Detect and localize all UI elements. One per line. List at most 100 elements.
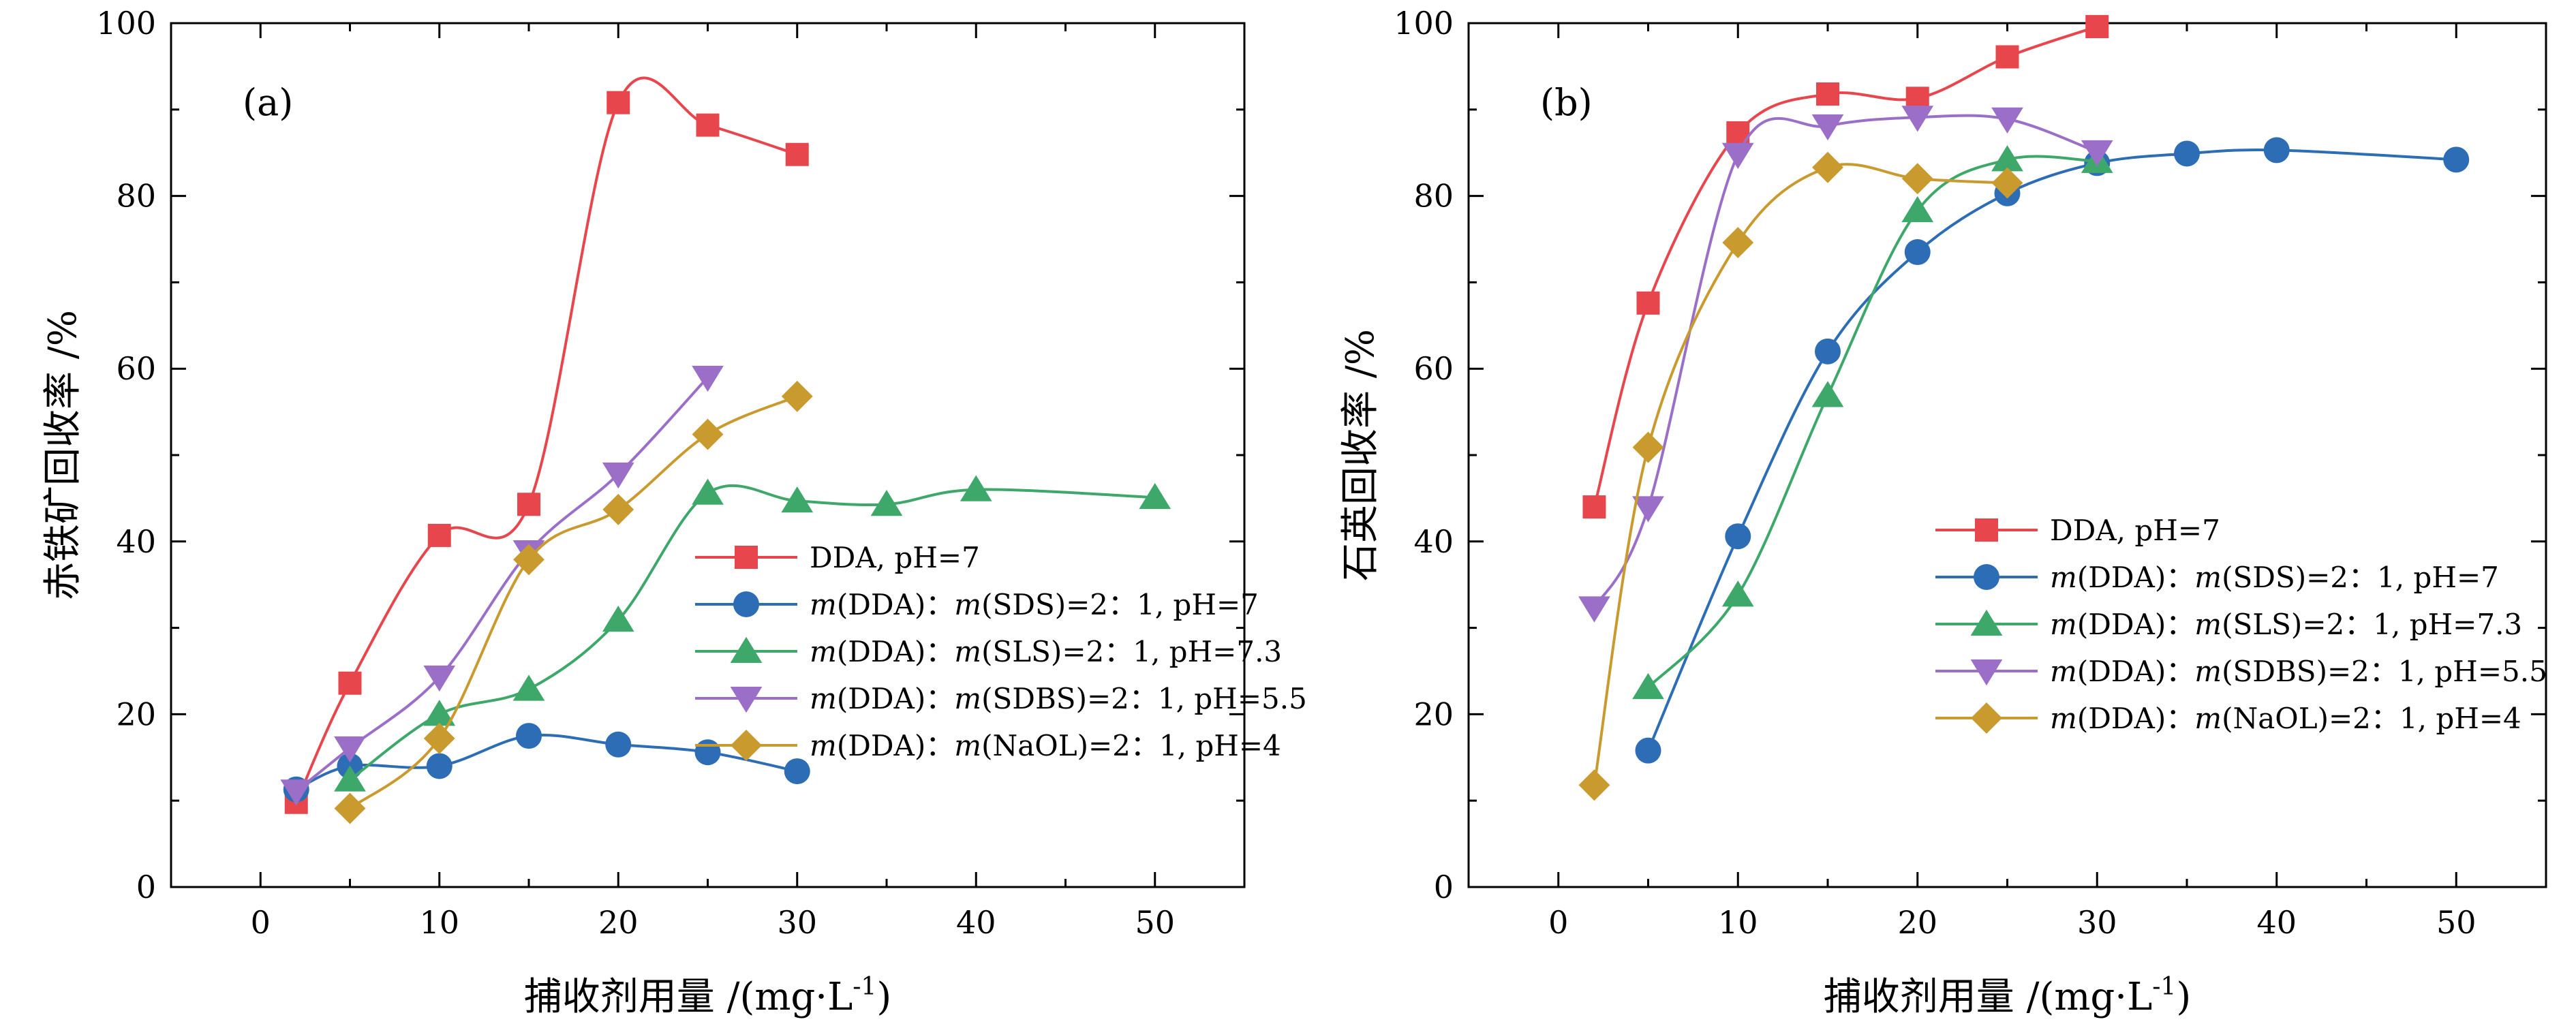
y-tick-label: 0: [136, 869, 156, 905]
series-line: [1593, 114, 2098, 609]
x-axis-label-superscript: -1: [2152, 973, 2176, 1001]
panel-label: (b): [1540, 81, 1593, 124]
data-point: [1901, 106, 1934, 132]
x-tick-label: 50: [2436, 904, 2477, 941]
data-point: [960, 475, 992, 501]
y-tick-label: 80: [1413, 178, 1454, 215]
chart-panel-1: 0 10 20 30 40 50 0 20 40 60 80 100 捕收剂用量 /(mg·L-1) 赤铁…: [41, 5, 1307, 1019]
data-point: [1636, 291, 1660, 315]
data-point: [1722, 227, 1754, 259]
data-point: [516, 723, 542, 749]
x-tick-label: 10: [1718, 904, 1758, 941]
data-point: [1632, 431, 1664, 463]
legend: DDA, pH=7 m(DDA)：m(SDS)=2：1, pH=7 m(DDA)：m…: [1935, 514, 2547, 735]
data-point: [1139, 482, 1171, 510]
data-point: [1721, 142, 1754, 169]
data-point: [1904, 239, 1931, 266]
data-point: [1901, 163, 1933, 195]
data-point: [423, 665, 456, 692]
data-point: [1812, 151, 1843, 183]
legend-label: m(DDA)：m(SLS)=2：1, pH=7.3: [810, 635, 1282, 668]
legend-marker: [733, 591, 759, 617]
series-4: [1578, 106, 2113, 623]
legend-entry: m(DDA)：m(NaOL)=2：1, pH=4: [695, 729, 1281, 762]
x-tick-label: 20: [1897, 904, 1937, 941]
data-point: [334, 792, 366, 824]
data-point: [423, 722, 455, 754]
data-point: [1582, 495, 1606, 519]
data-point: [2263, 137, 2290, 164]
legend-entry: m(DDA)：m(NaOL)=2：1, pH=4: [1935, 702, 2521, 735]
legend-marker: [731, 730, 762, 761]
data-point: [602, 462, 634, 489]
data-point: [427, 523, 451, 547]
x-tick-label: 40: [956, 904, 996, 941]
data-point: [423, 700, 456, 726]
data-point: [602, 493, 634, 525]
legend-entry: DDA, pH=7: [1935, 514, 2220, 547]
data-point: [517, 493, 540, 516]
legend-marker: [1974, 564, 1999, 590]
legend-label: m(DDA)：m(SDBS)=2：1, pH=5.5: [2050, 655, 2547, 688]
legend-entry: m(DDA)：m(SLS)=2：1, pH=7.3: [695, 635, 1282, 668]
x-tick-label: 30: [777, 904, 817, 941]
legend: DDA, pH=7 m(DDA)：m(SDS)=2：1, pH=7 m(DDA)：m…: [695, 541, 1307, 762]
y-tick-label: 80: [116, 178, 156, 215]
data-point: [334, 736, 366, 763]
y-axis-label: 石英回收率 /%: [1338, 329, 1383, 581]
data-point: [781, 380, 813, 412]
y-tick-label: 0: [1434, 869, 1454, 905]
legend-label: m(DDA)：m(SDBS)=2：1, pH=5.5: [810, 682, 1307, 715]
data-point: [2174, 140, 2200, 167]
x-axis-label-main: 捕收剂用量 /(mg·L: [524, 975, 853, 1019]
legend-label: m(DDA)：m(NaOL)=2：1, pH=4: [2050, 702, 2521, 735]
series-1: [1582, 15, 2109, 519]
data-point: [1811, 114, 1844, 141]
y-tick-label: 60: [1413, 350, 1454, 387]
data-point: [2081, 140, 2113, 167]
series-line: [295, 376, 709, 792]
x-tick-label: 20: [598, 904, 639, 941]
series-5: [334, 380, 813, 824]
data-point: [338, 671, 362, 695]
x-axis-label-close: ): [2176, 975, 2191, 1019]
x-tick-label: 40: [2256, 904, 2297, 941]
legend-marker: [1971, 702, 2002, 734]
y-tick-label: 20: [116, 696, 156, 732]
legend-entry: m(DDA)：m(SDBS)=2：1, pH=5.5: [695, 682, 1307, 715]
data-point: [785, 142, 809, 166]
x-axis-label-main: 捕收剂用量 /(mg·L: [1824, 975, 2152, 1019]
data-point: [1578, 596, 1610, 623]
x-tick-label: 0: [1548, 904, 1568, 941]
data-point: [1578, 769, 1610, 801]
x-axis-label: 捕收剂用量 /(mg·L-1): [524, 973, 891, 1019]
data-point: [605, 731, 632, 758]
x-tick-label: 0: [251, 904, 271, 941]
legend-marker: [735, 546, 758, 569]
legend-label: m(DDA)：m(SDS)=2：1, pH=7: [810, 588, 1259, 621]
data-point: [781, 486, 814, 513]
data-point: [1995, 45, 2019, 69]
data-point: [1811, 381, 1844, 407]
y-tick-label: 20: [1413, 696, 1454, 732]
data-point: [2085, 15, 2109, 39]
data-point: [692, 365, 724, 392]
series-5: [1578, 151, 2023, 801]
data-point: [870, 490, 903, 516]
series-3: [334, 475, 1171, 792]
legend-label: m(DDA)：m(NaOL)=2：1, pH=4: [810, 729, 1281, 762]
data-point: [334, 765, 366, 792]
data-point: [280, 779, 313, 806]
x-tick-label: 50: [1135, 904, 1175, 941]
legend-entry: m(DDA)：m(SLS)=2：1, pH=7.3: [1935, 608, 2522, 641]
data-point: [696, 113, 720, 137]
data-point: [602, 605, 634, 632]
y-axis-label: 赤铁矿回收率 /%: [41, 310, 85, 600]
data-point: [1632, 672, 1664, 700]
data-point: [1635, 737, 1661, 764]
y-tick-label: 40: [116, 523, 156, 560]
x-tick-label: 30: [2077, 904, 2117, 941]
series-line: [1593, 25, 2098, 508]
series-1: [284, 76, 809, 814]
